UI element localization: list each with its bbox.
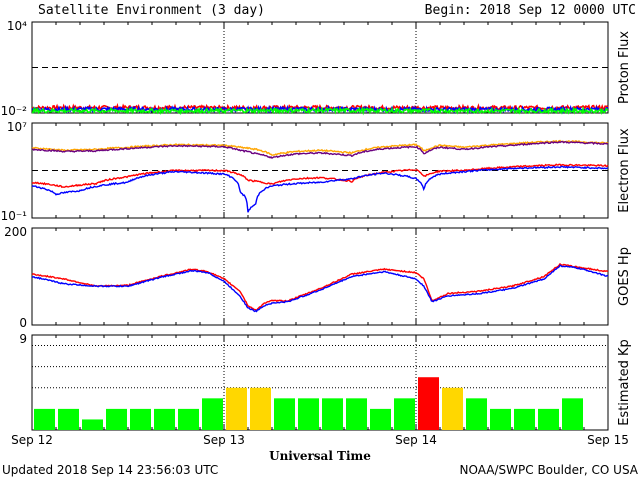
kp-bar xyxy=(514,408,535,430)
x-axis-label: Universal Time xyxy=(269,449,371,463)
updated-time: Updated 2018 Sep 14 23:56:03 UTC xyxy=(2,463,218,477)
kp-bar xyxy=(250,387,271,430)
kp-bar xyxy=(490,408,511,430)
kp-bar xyxy=(154,408,175,430)
begin-time: Begin: 2018 Sep 12 0000 UTC xyxy=(425,3,636,18)
kp-bar xyxy=(418,377,439,430)
series-line-blue xyxy=(31,104,609,115)
credit-text: NOAA/SWPC Boulder, CO USA xyxy=(460,463,639,477)
y-tick-label-bottom: 10⁻¹ xyxy=(1,209,28,223)
y-tick-label-bottom: 0 xyxy=(19,316,27,330)
kp-bar xyxy=(106,408,127,430)
kp-bar xyxy=(274,398,295,430)
kp-bar xyxy=(346,398,367,430)
panel-ylabel: Estimated Kp xyxy=(617,339,632,426)
kp-bar xyxy=(298,398,319,430)
kp-bar xyxy=(442,387,463,430)
kp-bar xyxy=(394,398,415,430)
x-tick-label: Sep 12 xyxy=(11,433,53,447)
series-line-red xyxy=(31,163,609,188)
kp-bar xyxy=(226,387,247,430)
y-tick-label-top: 200 xyxy=(4,225,27,239)
y-tick-label-top: 10⁷ xyxy=(7,120,27,134)
kp-bar xyxy=(130,408,151,430)
series-line-blue xyxy=(32,264,609,313)
kp-bar xyxy=(370,408,391,430)
series-line-red xyxy=(31,262,609,312)
series-line-purple xyxy=(31,140,609,160)
kp-bar xyxy=(82,419,103,430)
x-tick-label: Sep 14 xyxy=(395,433,437,447)
panel-ylabel: Electron Flux xyxy=(617,128,632,213)
kp-bar xyxy=(202,398,223,430)
panel-frame xyxy=(31,227,609,326)
panel-frame xyxy=(31,21,609,114)
kp-bar xyxy=(34,408,55,430)
kp-bar xyxy=(538,408,559,430)
series-line-blue xyxy=(31,165,609,213)
kp-bar xyxy=(562,398,583,430)
series-line-green xyxy=(31,105,608,116)
panel-frame xyxy=(31,122,609,219)
kp-bar xyxy=(58,408,79,430)
kp-bar xyxy=(322,398,343,430)
panels: 10⁴ 10⁻² Proton Flux 10⁷ 10⁻¹ Electron Flux 20… xyxy=(1,19,632,447)
panel-ylabel: GOES Hp xyxy=(617,247,632,306)
y-tick-label-bottom: 10⁻² xyxy=(1,104,28,118)
panel-ylabel: Proton Flux xyxy=(617,31,632,104)
y-tick-label-top: 10⁴ xyxy=(7,19,27,33)
chart-title: Satellite Environment (3 day) xyxy=(38,3,265,18)
x-tick-label: Sep 15 xyxy=(587,433,629,447)
kp-bar xyxy=(466,398,487,430)
y-tick-label-top: 9 xyxy=(19,332,27,346)
x-tick-label: Sep 13 xyxy=(203,433,245,447)
kp-bar xyxy=(178,408,199,430)
series-line-orange xyxy=(31,139,609,156)
